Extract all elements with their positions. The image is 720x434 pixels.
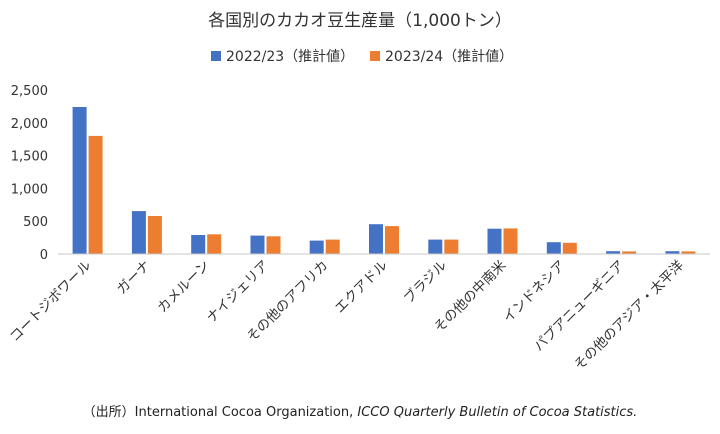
y-tick-label: 2,500 xyxy=(11,84,48,99)
bar-series-2 xyxy=(207,234,222,254)
legend: 2022/23（推計値） 2023/24（推計値） xyxy=(211,49,513,65)
legend-label-series-2: 2023/24（推計値） xyxy=(385,49,513,65)
source-note: （出所）International Cocoa Organization, IC… xyxy=(83,405,638,420)
x-category-label: コートジボワール xyxy=(7,258,95,346)
bar-series-1 xyxy=(487,228,502,254)
bar-series-2 xyxy=(147,216,162,254)
bar-series-1 xyxy=(369,224,383,254)
bar-series-1 xyxy=(665,251,680,254)
bar-series-1 xyxy=(546,242,561,254)
bar-series-2 xyxy=(503,228,518,254)
bar-series-1 xyxy=(191,235,206,254)
bar-series-1 xyxy=(428,239,443,254)
x-category-label: エクアドル xyxy=(332,258,391,317)
bar-series-2 xyxy=(266,236,281,254)
bar-series-2 xyxy=(325,239,340,254)
bar-series-2 xyxy=(444,239,459,254)
bars xyxy=(72,107,696,254)
y-tick-label: 0 xyxy=(40,248,48,263)
x-category-label: その他のアジア・太平洋 xyxy=(571,258,687,374)
bar-series-1 xyxy=(309,240,324,254)
bar-series-1 xyxy=(606,251,621,254)
source-italic: ICCO Quarterly Bulletin of Cocoa Statist… xyxy=(357,405,637,420)
y-axis-ticks: 2,500 2,000 1,500 1,000 500 0 xyxy=(11,84,48,263)
x-category-label: ブラジル xyxy=(400,257,450,307)
bar-series-1 xyxy=(250,235,265,254)
y-tick-label: 1,500 xyxy=(11,150,48,165)
bar-series-2 xyxy=(385,226,399,254)
bar-series-2 xyxy=(622,251,637,254)
legend-label-series-1: 2022/23（推計値） xyxy=(226,49,354,65)
chart-title: 各国別のカカオ豆生産量（1,000トン） xyxy=(208,11,512,31)
legend-swatch-series-1 xyxy=(211,51,221,61)
y-tick-label: 2,000 xyxy=(11,117,48,132)
x-category-label: カメルーン xyxy=(154,258,213,317)
y-tick-label: 500 xyxy=(23,215,48,230)
bar-series-2 xyxy=(681,251,696,254)
bar-series-2 xyxy=(88,135,103,254)
bar-series-1 xyxy=(72,107,87,254)
legend-swatch-series-2 xyxy=(370,51,380,61)
source-prefix: （出所）International Cocoa Organization, xyxy=(83,405,358,420)
bar-series-2 xyxy=(562,242,577,254)
x-category-label: ガーナ xyxy=(114,258,154,298)
y-tick-label: 1,000 xyxy=(11,182,48,197)
bar-series-1 xyxy=(131,211,146,254)
